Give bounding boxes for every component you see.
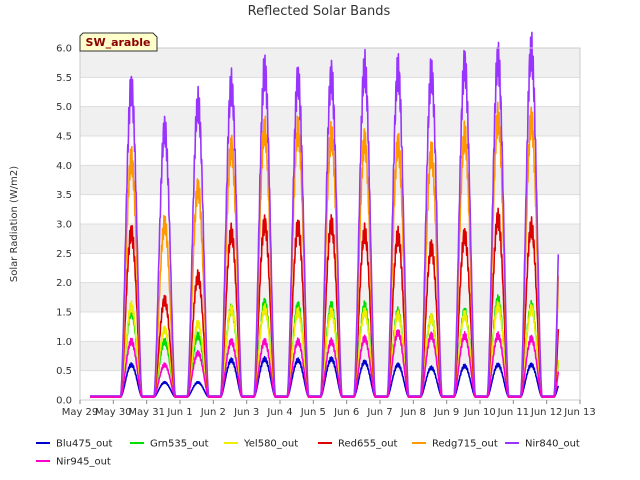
x-tick-label: Jun 4 — [266, 407, 292, 418]
sw-arable-badge: SW_arable — [79, 32, 158, 52]
y-tick-label: 2.0 — [56, 278, 72, 289]
y-tick-label: 5.0 — [56, 102, 72, 113]
legend-item: Redg715_out — [412, 439, 498, 450]
x-tick-label: Jun 11 — [497, 407, 530, 418]
x-tick-label: Jun 10 — [463, 407, 496, 418]
y-axis-ticks: 0.0 0.5 1.0 1.5 2.0 2.5 3.0 3.5 4.0 4.5 5.0 5.5 6.0 — [56, 44, 72, 407]
legend: Blu475_out Grn535_out Yel580_out Red655_out… — [36, 439, 580, 468]
legend-item: Red655_out — [318, 439, 398, 450]
legend-label: Blu475_out — [56, 439, 113, 450]
x-tick-label: Jun 7 — [366, 407, 392, 418]
y-tick-label: 3.0 — [56, 220, 72, 231]
y-tick-label: 0.5 — [56, 366, 72, 377]
chart-title: Reflected Solar Bands — [248, 4, 391, 19]
legend-label: Grn535_out — [150, 439, 209, 450]
background-band — [80, 370, 580, 400]
y-tick-label: 2.5 — [56, 249, 72, 260]
x-tick-label: Jun 8 — [400, 407, 426, 418]
y-tick-label: 5.5 — [56, 73, 72, 84]
x-tick-label: Jun 3 — [233, 407, 259, 418]
legend-label: Red655_out — [338, 439, 398, 450]
badge-label: SW_arable — [86, 36, 151, 49]
legend-item: Nir945_out — [36, 457, 111, 468]
legend-label: Redg715_out — [432, 439, 498, 450]
x-tick-label: Jun 5 — [300, 407, 326, 418]
y-tick-label: 3.5 — [56, 190, 72, 201]
y-tick-label: 4.5 — [56, 132, 72, 143]
series-line-nir945-out — [89, 329, 560, 398]
x-tick-label: May 30 — [95, 407, 132, 418]
background-band — [80, 194, 580, 224]
series-layer — [89, 31, 560, 398]
legend-label: Yel580_out — [243, 439, 298, 450]
y-tick-label: 1.5 — [56, 308, 72, 319]
legend-label: Nir945_out — [56, 457, 111, 468]
x-tick-label: May 29 — [62, 407, 99, 418]
x-tick-label: Jun 13 — [563, 407, 596, 418]
background-band — [80, 165, 580, 195]
x-tick-label: Jun 6 — [333, 407, 359, 418]
series-line-nir840-out — [89, 31, 560, 397]
legend-label: Nir840_out — [525, 439, 580, 450]
legend-item: Yel580_out — [224, 439, 298, 450]
y-tick-label: 0.0 — [56, 396, 72, 407]
y-tick-label: 4.0 — [56, 161, 72, 172]
background-band — [80, 253, 580, 283]
x-tick-label: Jun 2 — [200, 407, 226, 418]
y-tick-label: 6.0 — [56, 44, 72, 55]
x-tick-label: Jun 9 — [433, 407, 459, 418]
x-tick-label: Jun 1 — [166, 407, 192, 418]
legend-item: Grn535_out — [130, 439, 209, 450]
legend-item: Nir840_out — [505, 439, 580, 450]
plot-frame — [79, 47, 581, 401]
y-axis-label: Solar Radiation (W/m2) — [9, 166, 20, 282]
y-tick-label: 1.0 — [56, 337, 72, 348]
legend-item: Blu475_out — [36, 439, 113, 450]
x-tick-label: May 31 — [128, 407, 165, 418]
x-tick-label: Jun 12 — [530, 407, 563, 418]
